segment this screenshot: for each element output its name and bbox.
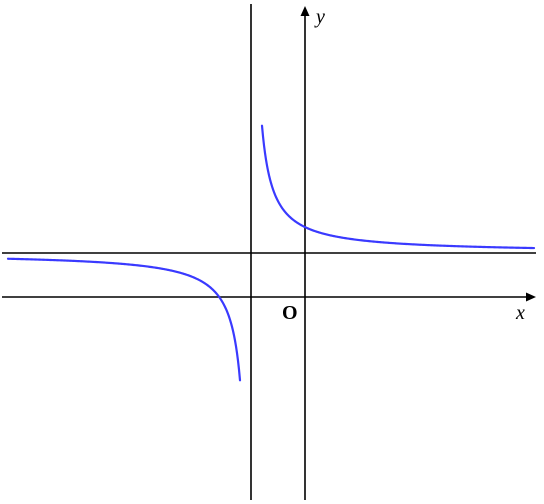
plot-svg <box>0 0 544 504</box>
y-axis-label: y <box>316 6 325 29</box>
chart-root: y x O <box>0 0 544 504</box>
x-axis-label: x <box>516 302 525 325</box>
origin-label: O <box>282 302 298 325</box>
